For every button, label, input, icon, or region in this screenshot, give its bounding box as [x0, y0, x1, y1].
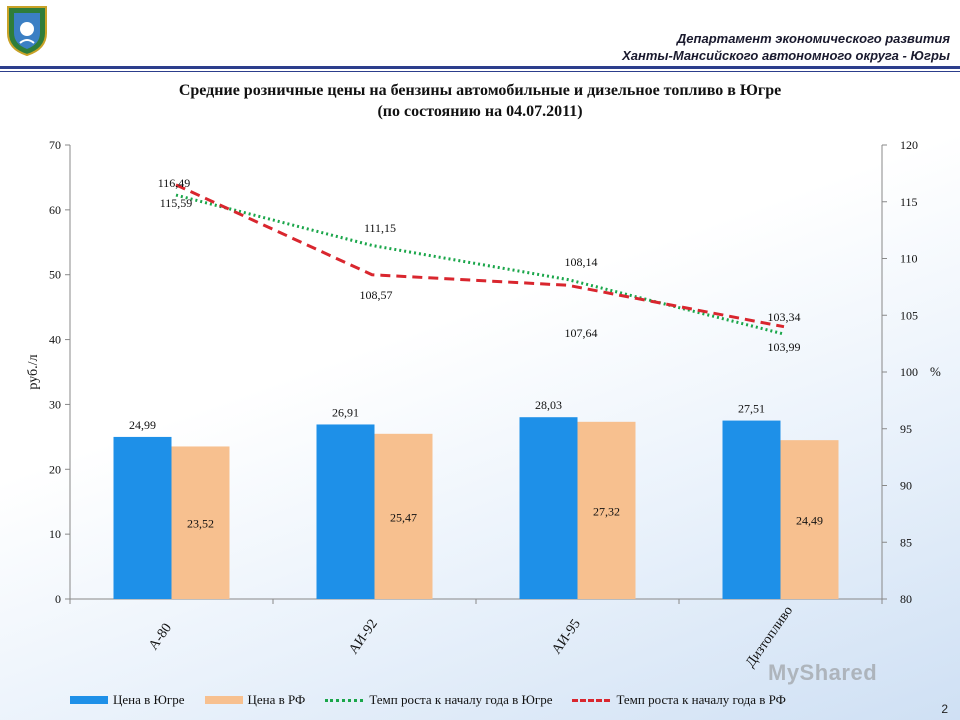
- watermark-text: MyShared: [768, 660, 878, 685]
- y-tick-label-left-6: 60: [49, 203, 61, 217]
- legend-swatch-ugra-price: [70, 696, 108, 704]
- chart-legend: Цена в Югре Цена в РФ Темп роста к начал…: [70, 690, 806, 710]
- y-tick-label-right-4: 100: [900, 365, 918, 379]
- bar-rf-3: [780, 440, 839, 599]
- y-axis-label-left: руб./л: [26, 354, 41, 389]
- header-rule-thick: [0, 66, 960, 69]
- bar-label-rf-1: 25,47: [390, 510, 417, 524]
- y-tick-label-left-0: 0: [55, 592, 61, 606]
- chart-title: Средние розничные цены на бензины автомо…: [0, 80, 960, 122]
- x-tick-label-0: А-80: [146, 621, 175, 653]
- y-tick-label-right-0: 80: [900, 592, 912, 606]
- line-label-rf-2: 107,64: [565, 326, 598, 340]
- bar-rf-0: [171, 446, 230, 599]
- line-label-ugra-0: 115,59: [160, 196, 193, 210]
- legend-swatch-rf-growth: [572, 698, 611, 702]
- line-label-rf-0: 116,49: [158, 176, 191, 190]
- legend-label-ugra-price: Цена в Югре: [113, 692, 185, 707]
- y-tick-label-right-8: 120: [900, 138, 918, 152]
- page-number: 2: [941, 702, 948, 716]
- bar-label-ugra-1: 26,91: [332, 405, 359, 419]
- legend-item-rf-growth: Темп роста к началу года в РФ: [572, 692, 786, 708]
- line-label-rf-1: 108,57: [360, 288, 393, 302]
- bar-ugra-2: [519, 417, 578, 599]
- coat-of-arms-logo: [7, 6, 47, 57]
- legend-item-ugra-price: Цена в Югре: [70, 692, 185, 708]
- chart-title-line-2: (по состоянию на 04.07.2011): [377, 103, 583, 120]
- y-tick-label-left-5: 50: [49, 268, 61, 282]
- line-label-rf-3: 103,99: [768, 340, 801, 354]
- header-rule-thin: [0, 71, 960, 72]
- bar-ugra-3: [722, 420, 781, 599]
- y-axis-label-right: %: [930, 364, 941, 379]
- x-tick-label-2: АИ-95: [549, 617, 584, 657]
- bar-label-rf-0: 23,52: [187, 516, 214, 530]
- legend-swatch-ugra-growth: [325, 698, 364, 702]
- y-tick-label-right-6: 110: [900, 252, 918, 266]
- bar-label-ugra-3: 27,51: [738, 402, 765, 416]
- legend-swatch-rf-price: [204, 696, 243, 704]
- bar-label-rf-2: 27,32: [593, 505, 620, 519]
- legend-item-rf-price: Цена в РФ: [204, 692, 306, 708]
- y-tick-label-right-3: 95: [900, 422, 912, 436]
- bar-label-ugra-0: 24,99: [129, 418, 156, 432]
- line-label-ugra-1: 111,15: [364, 221, 396, 235]
- x-tick-label-1: АИ-92: [346, 617, 381, 657]
- department-line-1: Департамент экономического развития: [676, 31, 950, 46]
- chart-title-line-1: Средние розничные цены на бензины автомо…: [178, 82, 782, 99]
- y-tick-label-left-7: 70: [49, 138, 61, 152]
- y-tick-label-right-2: 90: [900, 479, 912, 493]
- line-rf-growth: [175, 183, 785, 329]
- bar-label-rf-3: 24,49: [796, 513, 823, 527]
- line-label-ugra-3: 103,34: [768, 310, 801, 324]
- bar-rf-1: [374, 433, 433, 599]
- legend-label-ugra-growth: Темп роста к началу года в Югре: [369, 692, 553, 707]
- y-tick-label-right-7: 115: [900, 195, 918, 209]
- bar-label-ugra-2: 28,03: [535, 398, 562, 412]
- legend-label-rf-growth: Темп роста к началу года в РФ: [616, 692, 786, 707]
- legend-label-rf-price: Цена в РФ: [247, 692, 306, 707]
- y-tick-label-left-1: 10: [49, 527, 61, 541]
- y-tick-label-left-3: 30: [49, 397, 61, 411]
- bar-rf-2: [577, 421, 636, 599]
- y-tick-label-right-5: 105: [900, 308, 918, 322]
- y-tick-label-right-1: 85: [900, 535, 912, 549]
- line-label-ugra-2: 108,14: [565, 255, 598, 269]
- line-ugra-growth: [175, 193, 785, 336]
- legend-item-ugra-growth: Темп роста к началу года в Югре: [325, 692, 552, 708]
- y-tick-label-left-2: 20: [49, 462, 61, 476]
- department-line-2: Ханты-Мансийского автономного округа - Ю…: [622, 48, 950, 63]
- department-header: Департамент экономического развития Хант…: [622, 30, 950, 64]
- bar-ugra-0: [113, 436, 172, 599]
- bar-ugra-1: [316, 424, 375, 599]
- y-tick-label-left-4: 40: [49, 333, 61, 347]
